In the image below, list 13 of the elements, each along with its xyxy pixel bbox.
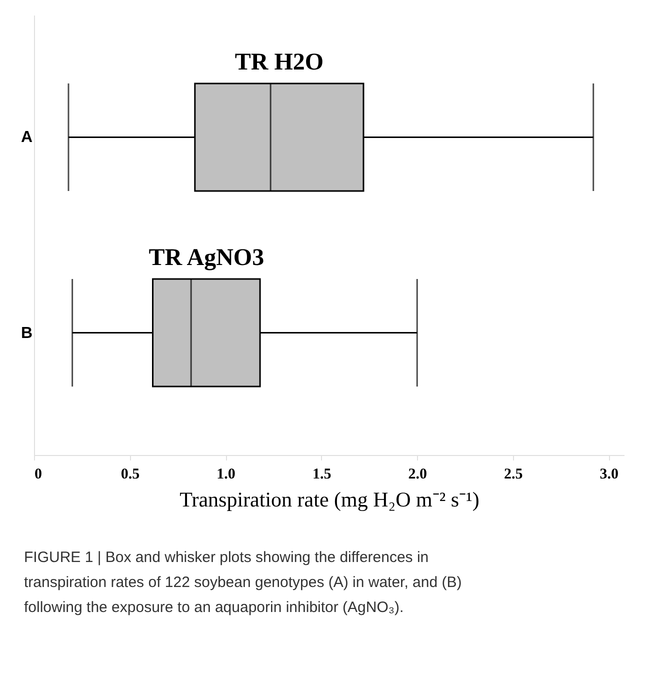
caption: FIGURE 1 | Box and whisker plots showing the differences in transpiration rates of 122 soybean genotypes (A) in water, and (B) following the exposure to an aquaporin inhibitor (AgNO₃). — [24, 549, 462, 616]
x-tick-label: 0 — [34, 466, 42, 482]
x-tick-label: 1.5 — [312, 466, 332, 482]
x-axis-title: Transpiration rate (mg H₂O m⁻² s⁻¹) — [180, 488, 480, 512]
annotation: TR H2O — [234, 49, 324, 76]
x-tick-label: 0.5 — [120, 466, 140, 482]
x-tick-label: 3.0 — [600, 466, 619, 482]
y-tick-label: A — [20, 129, 33, 146]
x-tick-label: 2.5 — [504, 466, 523, 482]
y-tick-label: B — [20, 324, 32, 342]
annotation: TR AgNO3 — [148, 245, 264, 271]
x-tick-label: 2.0 — [408, 466, 427, 482]
x-tick-label: 1.0 — [216, 466, 236, 482]
